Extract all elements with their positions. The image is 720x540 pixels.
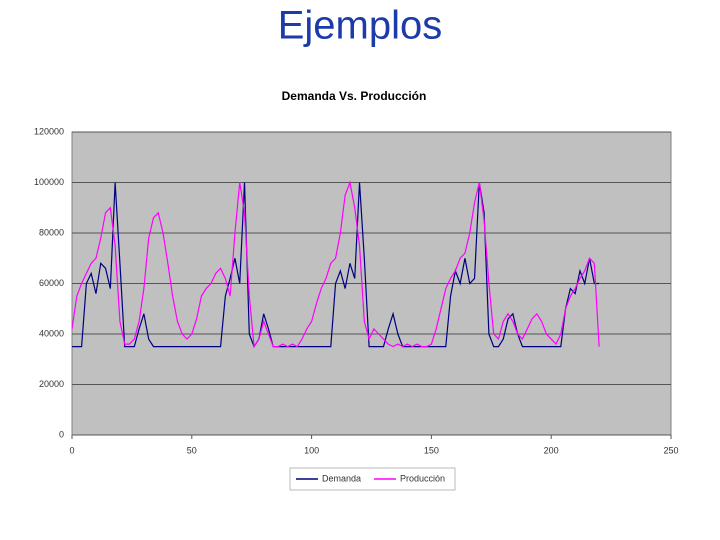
x-tick-label: 150 [424,445,439,455]
y-tick-label: 120000 [34,126,64,136]
legend-box [289,467,456,491]
legend-label: Producción [400,473,445,483]
x-tick-label: 0 [69,445,74,455]
x-tick-label: 100 [304,445,319,455]
x-tick-label: 50 [187,445,197,455]
y-tick-label: 60000 [39,278,64,288]
x-tick-label: 250 [663,445,678,455]
legend-label: Demanda [322,473,361,483]
data-line [71,180,600,349]
y-tick-label: 0 [59,429,64,439]
x-tick-label: 200 [544,445,559,455]
slide-title: Ejemplos [278,4,443,48]
chart-title: Demanda Vs. Producción [282,89,427,103]
y-tick-label: 40000 [39,328,64,338]
data-line [72,182,600,348]
y-tick-label: 80000 [39,227,64,237]
y-tick-label: 20000 [39,379,64,389]
y-tick-label: 100000 [34,177,64,187]
